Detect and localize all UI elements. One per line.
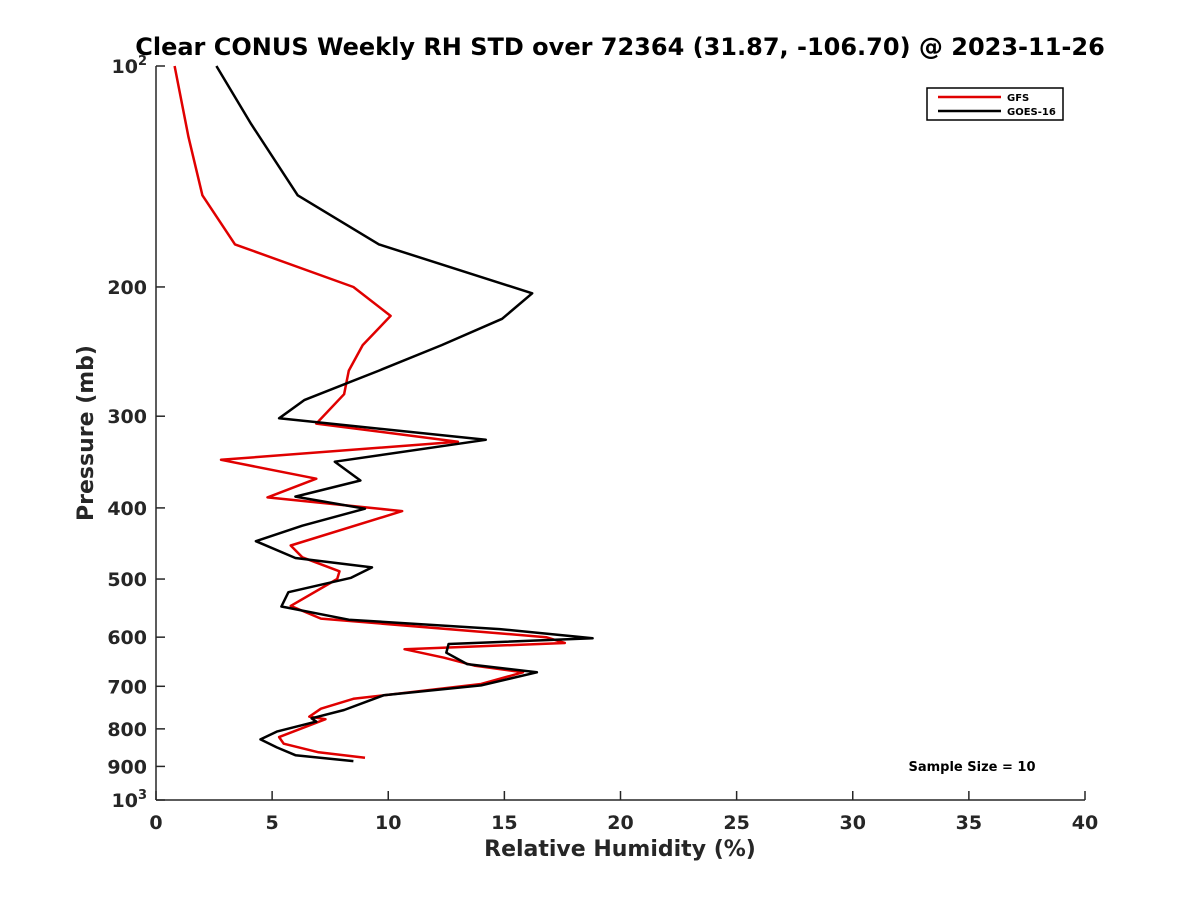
y-tick-label: 102	[112, 54, 148, 78]
legend-box	[926, 87, 1064, 121]
y-tick-label: 500	[107, 569, 147, 591]
y-tick-label-base: 600	[107, 627, 147, 649]
y-tick-label: 200	[107, 277, 147, 299]
legend-label-goes-16: GOES-16	[1007, 107, 1056, 118]
y-tick-label: 400	[107, 498, 147, 520]
y-tick-label-exponent: 3	[138, 788, 147, 803]
x-ticks: 0 5 10 15 20 25 30 35 40	[149, 791, 1098, 834]
y-tick-label: 900	[107, 756, 147, 778]
x-axis-label: Relative Humidity (%)	[484, 837, 756, 862]
y-tick-label-base: 500	[107, 569, 147, 591]
y-tick-label-base: 400	[107, 498, 147, 520]
y-tick-label-base: 900	[107, 756, 147, 778]
y-tick-label-base: 200	[107, 277, 147, 299]
y-tick-label: 700	[107, 676, 147, 698]
x-tick-label: 15	[491, 812, 517, 834]
chart-title: Clear CONUS Weekly RH STD over 72364 (31…	[135, 33, 1105, 61]
x-tick-label: 25	[723, 812, 749, 834]
x-tick-label: 0	[149, 812, 162, 834]
y-tick-label: 800	[107, 719, 147, 741]
y-axis-label: Pressure (mb)	[74, 345, 99, 521]
y-tick-label-base: 700	[107, 676, 147, 698]
legend-label-gfs: GFS	[1007, 93, 1029, 104]
x-tick-label: 30	[840, 812, 866, 834]
x-tick-label: 10	[375, 812, 401, 834]
plot-area	[155, 66, 1085, 801]
sample-size-annotation: Sample Size = 10	[908, 760, 1035, 775]
series-line-gfs	[173, 65, 567, 760]
x-tick-label: 35	[956, 812, 982, 834]
y-tick-label-base: 10	[112, 56, 138, 78]
y-tick-label: 103	[112, 788, 148, 812]
y-tick-label-base: 10	[112, 790, 138, 812]
y-tick-label-base: 300	[107, 406, 147, 428]
y-tick-label-base: 800	[107, 719, 147, 741]
x-tick-label: 40	[1072, 812, 1098, 834]
series-line-goes-16	[215, 65, 594, 763]
legend: GFS GOES-16	[926, 87, 1064, 121]
x-tick-label: 5	[266, 812, 279, 834]
x-tick-label: 20	[607, 812, 633, 834]
y-tick-label: 300	[107, 406, 147, 428]
y-tick-label-exponent: 2	[138, 54, 147, 69]
series-layer	[173, 65, 594, 763]
y-tick-label: 600	[107, 627, 147, 649]
